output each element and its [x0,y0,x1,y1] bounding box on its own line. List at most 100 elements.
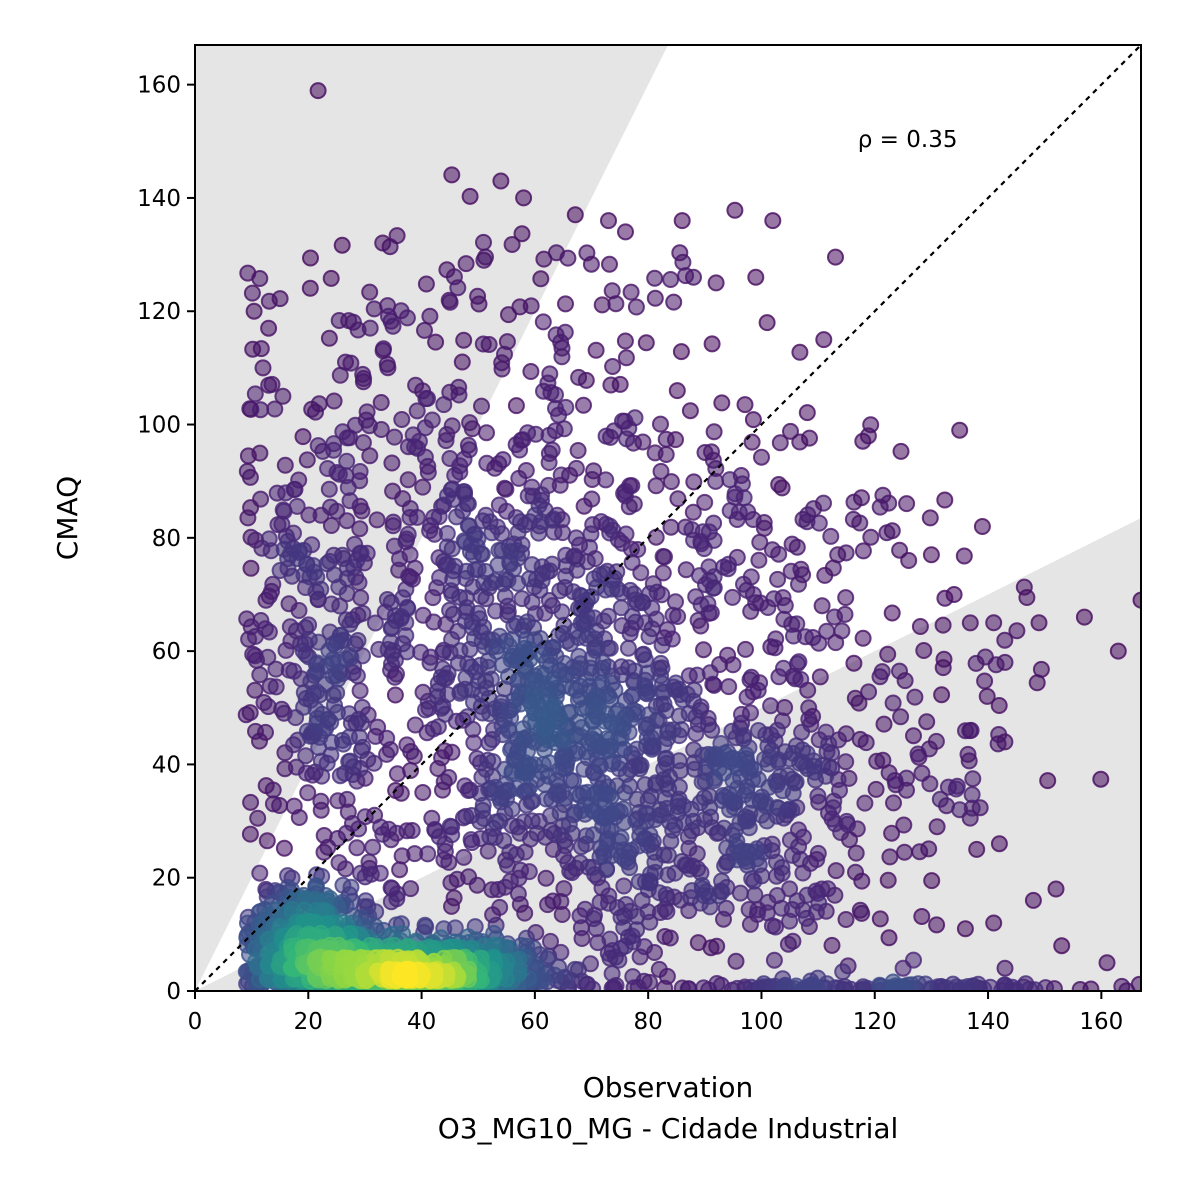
scatter-point [327,637,345,655]
scatter-point [380,307,397,325]
scatter-point [584,702,602,720]
scatter-point [252,401,270,419]
scatter-point [798,513,816,531]
scatter-point [435,396,453,414]
scatter-point [274,501,292,519]
scatter-point [333,236,351,254]
scatter-point [809,844,827,862]
scatter-point [936,589,954,607]
scatter-point [537,869,555,887]
scatter-point [494,575,512,593]
scatter-point [419,463,437,481]
scatter-point [990,697,1008,714]
scatter-point [796,628,814,646]
scatter-point [341,752,359,770]
x-tick-label: 0 [188,1009,203,1035]
scatter-point [255,694,273,711]
scatter-point [873,663,891,681]
x-tick-label: 100 [740,1009,784,1035]
scatter-point [583,490,601,508]
scatter-point [475,251,493,269]
scatter-point [266,400,284,418]
scatter-point [274,387,292,405]
scatter-point [744,683,762,701]
y-tick-label: 140 [137,186,181,212]
scatter-point [312,801,330,819]
scatter-point [429,760,447,777]
scatter-point [570,368,588,386]
scatter-point [408,402,426,420]
scatter-point [672,343,690,361]
scatter-point [664,606,682,624]
scatter-point [654,548,672,565]
scatter-point [294,428,312,446]
x-axis-ticks: 0 20 40 60 80 100 120 140 160 [188,991,1123,1035]
scatter-point [319,838,337,856]
scatter-point [507,779,525,797]
scatter-point [791,433,809,451]
scatter-point [616,332,634,350]
scatter-point [717,899,735,917]
scatter-point [537,716,555,734]
scatter-point [770,545,788,563]
scatter-point [557,295,574,313]
scatter-point [277,484,295,502]
scatter-point [647,528,665,546]
scatter-point [406,438,424,456]
scatter-point [440,291,458,309]
scatter-point [985,614,1003,632]
scatter-point [597,471,615,489]
scatter-point [662,271,680,288]
scatter-point [388,765,406,783]
scatter-point [680,980,698,991]
scatter-point [601,524,619,542]
scatter-point [477,760,495,778]
scatter-point [750,722,767,739]
scatter-point [613,534,631,552]
scatter-point [474,796,492,814]
scatter-point [607,295,625,313]
scatter-point [374,342,392,360]
scatter-point [667,593,684,611]
scatter-point [507,846,525,864]
scatter-point [677,267,695,285]
scatter-point [1018,589,1036,606]
scatter-point [478,424,495,442]
scatter-point [461,187,479,205]
scatter-point [368,511,386,529]
x-tick-label: 40 [407,1009,436,1035]
scatter-point [837,911,855,928]
scatter-point [798,404,816,422]
scatter-point [883,824,901,842]
scatter-point [1071,981,1089,991]
scatter-point [515,189,533,207]
scatter-point [721,471,739,489]
scatter-point [307,403,324,421]
scatter-point [720,678,738,696]
scatter-point [241,704,259,722]
x-tick-label: 120 [853,1009,897,1035]
scatter-point [383,618,401,636]
scatter-point [827,862,845,880]
scatter-point [475,233,492,251]
scatter-point [603,804,621,822]
scatter-point [637,334,655,352]
scatter-point [695,641,712,659]
scatter-point [758,812,776,830]
scatter-point [743,433,761,451]
scatter-point [507,397,525,415]
scatter-point [879,871,897,889]
scatter-point [845,654,863,672]
scatter-point [534,313,552,331]
scatter-point [324,651,342,668]
scatter-point [463,613,481,631]
scatter-point [483,524,501,542]
scatter-point [679,828,697,845]
scatter-point [856,794,874,812]
scatter-point [735,575,752,593]
scatter-point [443,166,461,184]
scatter-point [258,832,276,850]
scatter-point [1047,880,1065,898]
scatter-point [578,244,596,262]
scatter-point [662,518,680,536]
